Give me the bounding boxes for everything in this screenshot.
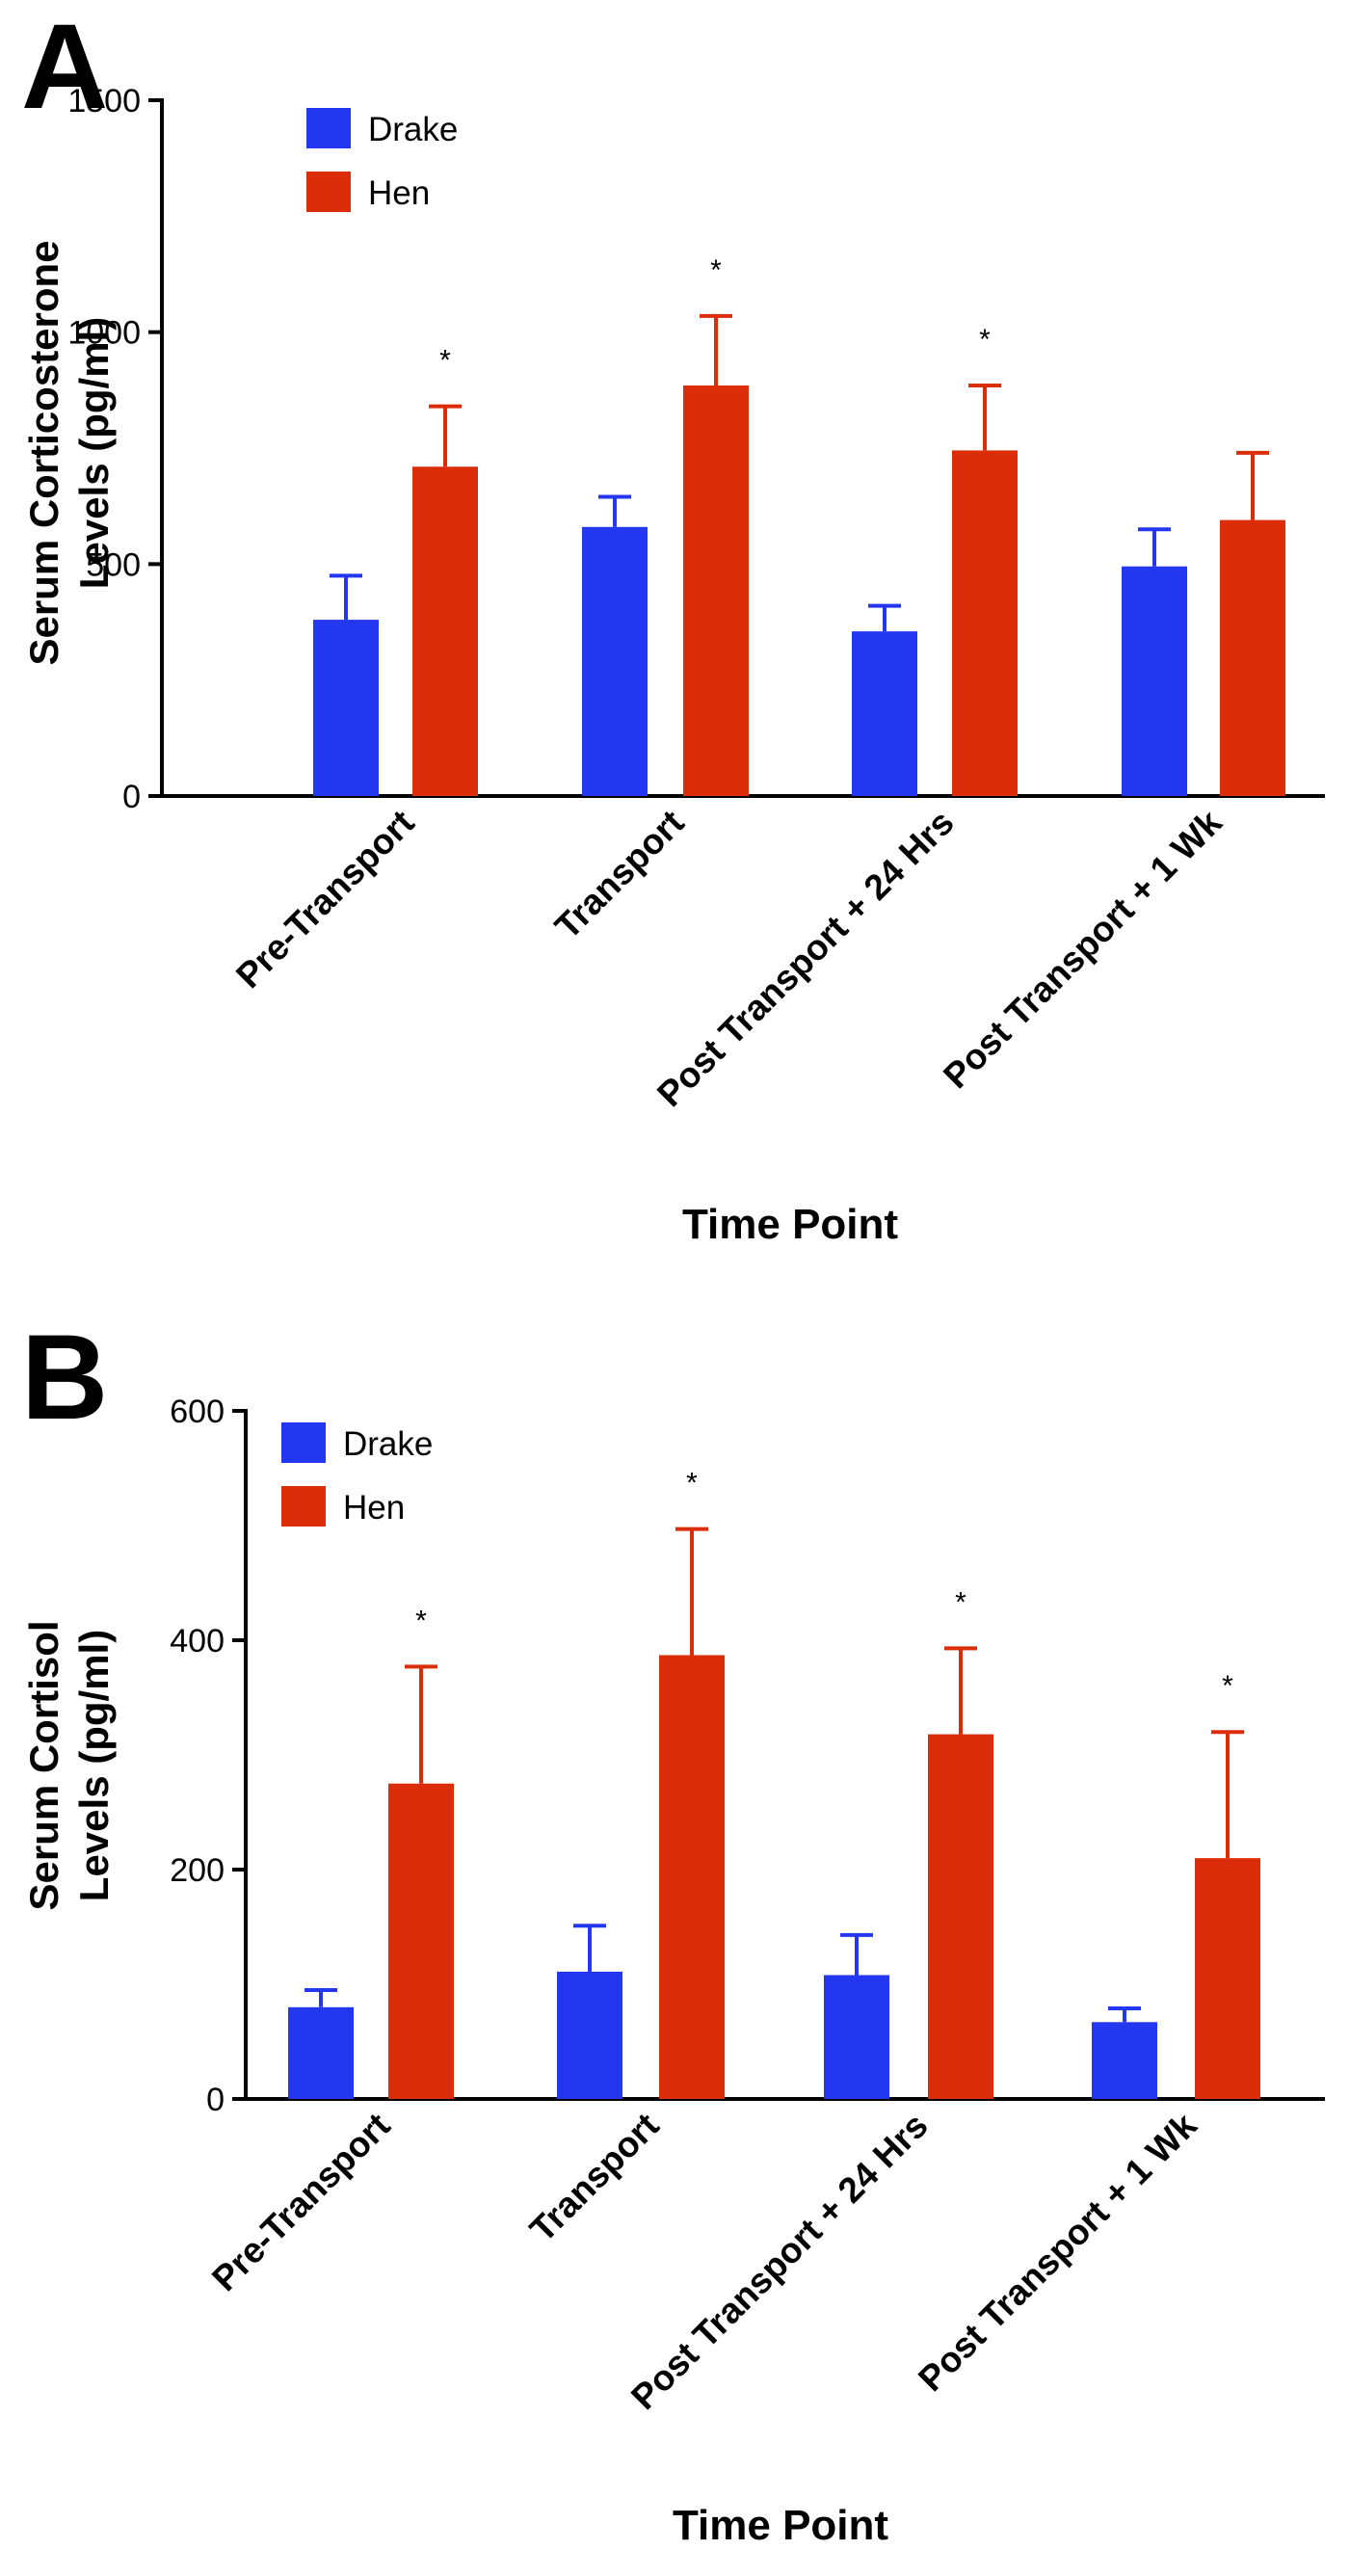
plot-area-b: 0 200 400 600 * Pre-Transport * Transport * Post … [170,1394,1325,2417]
plot-area-a: 0 500 1000 1500 * Pre-Transport * Transport * Pos… [67,83,1325,1114]
y-tick-label-a-2: 1000 [67,315,141,352]
significance-marker-a-0: * [439,345,451,377]
legend-label-hen-a: Hen [368,174,430,212]
bar-drake-b-0 [288,2006,354,2099]
bar-hen-a-0 [412,466,478,796]
y-tick-label-a-3: 1500 [67,83,141,120]
bar-hen-b-2 [928,1734,993,2099]
bar-hen-b-0 [388,1783,454,2099]
bar-drake-a-0 [313,620,379,796]
y-tick-label-a-0: 0 [122,779,141,815]
bar-hen-a-3 [1220,519,1285,796]
bar-drake-a-3 [1122,566,1187,796]
significance-marker-b-0: * [415,1605,427,1636]
legend-b: Drake Hen [281,1422,433,1527]
category-label-a-2: Post Transport + 24 Hrs [649,803,961,1114]
y-axis-label-a-line1: Serum Corticosterone [21,240,66,665]
category-label-a-0: Pre-Transport [228,803,422,996]
legend-label-drake-a: Drake [368,111,458,148]
y-tick-label-b-1: 200 [170,1852,225,1889]
bar-drake-b-3 [1092,2022,1157,2099]
category-label-b-3: Post Transport + 1 Wk [911,2105,1204,2399]
bar-drake-b-2 [824,1975,889,2099]
category-label-b-1: Transport [522,2106,667,2250]
bar-hen-b-1 [659,1655,725,2099]
y-axis-label-a-line2: Levels (pg/ml) [71,317,117,589]
category-label-b-0: Pre-Transport [204,2106,398,2299]
x-axis-label-b: Time Point [673,2502,888,2549]
significance-marker-a-1: * [710,254,722,286]
y-axis-label-b-line1: Serum Cortisol [21,1620,66,1910]
legend-label-hen-b: Hen [343,1489,405,1527]
panel-label-a: A [21,0,108,134]
bar-hen-a-1 [683,385,749,796]
legend-swatch-drake-b [281,1422,326,1463]
significance-marker-b-2: * [955,1586,966,1618]
panel-b: B Serum Cortisol Levels (pg/ml) Time Poi… [21,1311,1325,2549]
category-label-b-2: Post Transport + 24 Hrs [623,2106,935,2417]
legend-swatch-drake-a [306,108,351,148]
y-tick-label-b-2: 400 [170,1623,225,1660]
significance-marker-b-1: * [686,1468,698,1500]
legend-swatch-hen-a [306,172,351,212]
legend-swatch-hen-b [281,1486,326,1527]
category-label-a-3: Post Transport + 1 Wk [936,802,1230,1096]
significance-marker-b-3: * [1222,1670,1233,1702]
y-tick-label-a-1: 500 [86,546,141,583]
y-tick-label-b-3: 600 [170,1394,225,1430]
bar-drake-a-1 [582,526,648,796]
x-axis-label-a: Time Point [682,1201,898,1248]
significance-marker-a-2: * [979,324,991,356]
bar-drake-b-1 [557,1971,622,2099]
legend-a: Drake Hen [306,108,458,212]
legend-label-drake-b: Drake [343,1425,433,1463]
bar-hen-a-2 [952,450,1018,796]
panel-label-b: B [21,1311,108,1445]
category-label-a-1: Transport [547,803,692,947]
bar-hen-b-3 [1195,1858,1260,2099]
panel-a: A Serum Corticosterone Levels (pg/ml) Ti… [21,0,1325,1248]
y-axis-label-b-line2: Levels (pg/ml) [71,1630,117,1901]
y-tick-label-b-0: 0 [206,2082,225,2118]
bar-drake-a-2 [852,631,917,796]
